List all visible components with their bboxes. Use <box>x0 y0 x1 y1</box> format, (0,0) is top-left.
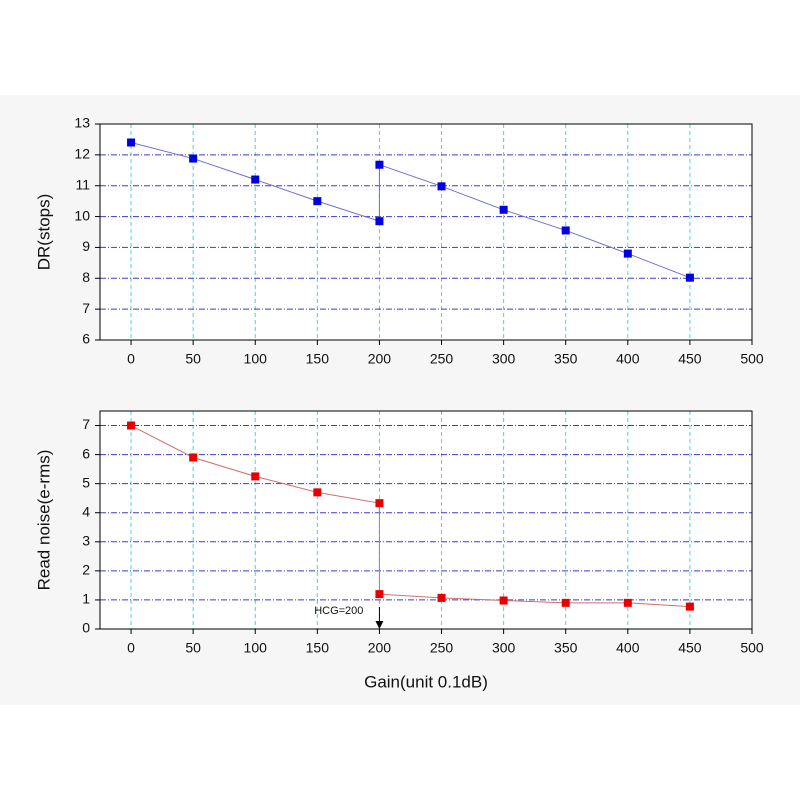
point <box>499 205 508 214</box>
y-tick-label: 6 <box>82 331 90 347</box>
plot-area <box>100 411 752 629</box>
annotation: HCG=200 <box>314 605 363 617</box>
x-tick-label: 500 <box>740 640 764 656</box>
y-tick-label: 2 <box>82 562 90 578</box>
x-tick-label: 0 <box>127 351 135 367</box>
point <box>313 197 322 206</box>
x-tick-label: 50 <box>185 351 201 367</box>
point <box>127 421 136 430</box>
point <box>251 175 260 184</box>
x-tick-label: 200 <box>368 640 392 656</box>
x-tick-label: 300 <box>492 640 516 656</box>
y-tick-label: 0 <box>82 620 90 636</box>
point <box>499 596 508 605</box>
point <box>685 273 694 282</box>
y-tick-label: 6 <box>82 445 90 461</box>
x-tick-label: 450 <box>678 351 702 367</box>
point <box>623 598 632 607</box>
y-tick-label: 5 <box>82 474 90 490</box>
y-axis-label: Read noise(e-rms) <box>34 450 53 591</box>
axes-frame <box>99 123 753 341</box>
point <box>127 138 136 147</box>
plot-area <box>100 124 752 340</box>
x-tick-label: 250 <box>430 351 454 367</box>
point <box>437 182 446 191</box>
point <box>561 598 570 607</box>
y-tick-label: 1 <box>82 591 90 607</box>
y-tick-label: 8 <box>82 269 90 285</box>
y-tick-label: 13 <box>74 115 90 131</box>
y-tick-label: 12 <box>74 146 90 162</box>
point <box>375 590 384 599</box>
point <box>313 488 322 497</box>
point <box>375 217 384 226</box>
point <box>375 160 384 169</box>
point <box>623 249 632 258</box>
y-tick-label: 3 <box>82 533 90 549</box>
point <box>561 226 570 235</box>
x-tick-label: 400 <box>616 351 640 367</box>
x-tick-label: 300 <box>492 351 516 367</box>
point <box>437 593 446 602</box>
y-tick-label: 7 <box>82 416 90 432</box>
y-tick-label: 10 <box>74 207 90 223</box>
x-tick-label: 150 <box>306 640 330 656</box>
x-tick-label: 150 <box>306 351 330 367</box>
x-tick-label: 100 <box>244 640 268 656</box>
point <box>189 453 198 462</box>
x-tick-label: 50 <box>185 640 201 656</box>
x-tick-label: 0 <box>127 640 135 656</box>
y-axis-label: DR(stops) <box>34 194 53 271</box>
annotation-arrowhead <box>375 621 384 629</box>
axes-frame <box>99 410 753 630</box>
y-tick-label: 7 <box>82 300 90 316</box>
point <box>375 499 384 508</box>
x-tick-label: 350 <box>554 640 578 656</box>
point <box>189 154 198 163</box>
point <box>685 602 694 611</box>
y-tick-label: 9 <box>82 238 90 254</box>
y-tick-label: 11 <box>75 176 90 192</box>
x-tick-label: 350 <box>554 351 578 367</box>
x-axis-label: Gain(unit 0.1dB) <box>364 672 488 691</box>
y-tick-label: 4 <box>82 503 90 519</box>
x-tick-label: 100 <box>244 351 268 367</box>
x-tick-label: 500 <box>740 351 764 367</box>
point <box>251 472 260 481</box>
x-tick-label: 200 <box>368 351 392 367</box>
x-tick-label: 250 <box>430 640 454 656</box>
x-tick-label: 450 <box>678 640 702 656</box>
x-tick-label: 400 <box>616 640 640 656</box>
